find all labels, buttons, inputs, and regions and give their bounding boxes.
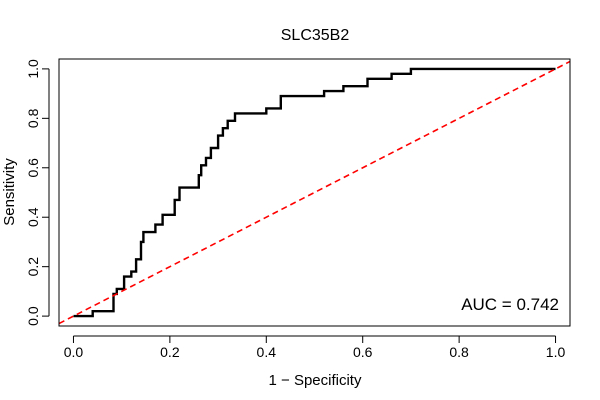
- x-tick-label: 1.0: [546, 344, 566, 360]
- y-tick-label: 0.6: [25, 158, 41, 178]
- y-tick-label: 0.8: [25, 108, 41, 128]
- plot-frame: [58, 58, 571, 327]
- x-tick-label: 0.6: [353, 344, 373, 360]
- x-tick-label: 0.4: [257, 344, 277, 360]
- x-tick-label: 0.2: [160, 344, 180, 360]
- y-axis-label: Sensitivity: [1, 158, 18, 226]
- reference-diagonal-line: [58, 60, 571, 325]
- y-tick-label: 1.0: [25, 59, 41, 79]
- x-axis-label: 1 − Specificity: [269, 372, 362, 389]
- y-tick-label: 0.0: [25, 306, 41, 326]
- roc-curve-line: [73, 67, 556, 318]
- y-tick-label: 0.2: [25, 257, 41, 277]
- plot-area: 0.0 0.2 0.4 0.6 0.8 1.0 0.0 0.2 0.4 0.6 0.8 1.0: [25, 58, 571, 360]
- x-tick-label: 0.0: [64, 344, 84, 360]
- x-tick-label: 0.8: [449, 344, 469, 360]
- y-tick-label: 0.4: [25, 207, 41, 227]
- chart-title: SLC35B2: [281, 27, 350, 44]
- auc-annotation: AUC = 0.742: [461, 295, 559, 314]
